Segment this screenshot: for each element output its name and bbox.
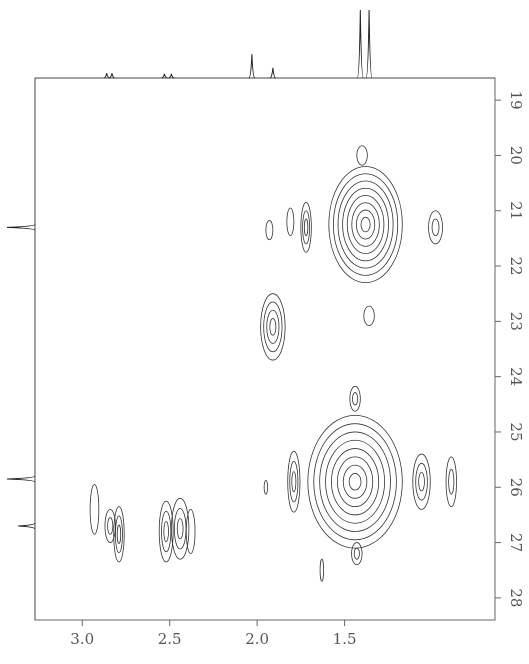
- contour-level: [185, 508, 196, 555]
- contour-level: [289, 461, 299, 503]
- contour-level: [448, 468, 455, 495]
- contour-level: [349, 385, 361, 412]
- contour-level: [161, 510, 172, 553]
- contour-level: [325, 439, 385, 524]
- contour-level: [351, 542, 363, 566]
- contour-level: [445, 456, 457, 508]
- contour-level: [363, 305, 375, 326]
- contour-level: [269, 318, 277, 336]
- contour-level: [263, 479, 269, 495]
- left-projection-peak: [6, 475, 36, 483]
- plot-frame: [34, 77, 496, 621]
- contour-level: [115, 515, 123, 554]
- contour-level: [342, 464, 368, 499]
- contour-level: [360, 216, 371, 233]
- y-tick-label: 22: [507, 256, 525, 275]
- contour-level: [336, 456, 374, 508]
- contour-level: [107, 517, 114, 535]
- contour-level: [286, 207, 295, 237]
- contour-level: [158, 500, 174, 563]
- contour-level: [173, 508, 187, 550]
- left-projection-peak: [6, 223, 36, 231]
- top-projection-peak: [168, 73, 175, 79]
- contour-level: [431, 218, 440, 237]
- contour-level: [355, 209, 376, 240]
- contour-level: [348, 473, 362, 491]
- contour-level: [352, 392, 359, 406]
- left-projection-peak: [18, 522, 36, 530]
- y-tick-label: 23: [507, 312, 525, 331]
- contour-level: [351, 202, 380, 247]
- contour-level: [319, 431, 391, 532]
- contour-level: [353, 547, 360, 560]
- y-tick-label: 26: [507, 478, 525, 497]
- contour-level: [263, 301, 283, 353]
- contour-level: [171, 497, 190, 560]
- y-tick-label: 25: [507, 422, 525, 441]
- contour-level: [302, 210, 311, 245]
- y-tick-label: 19: [507, 91, 525, 110]
- contour-level: [313, 423, 397, 541]
- contour-level: [333, 173, 399, 276]
- top-projection-peak: [269, 67, 277, 79]
- top-projection-peak: [356, 9, 364, 79]
- contour-level: [300, 202, 312, 253]
- y-tick-label: 20: [507, 146, 525, 165]
- y-tick-label: 28: [507, 588, 525, 607]
- contour-level: [319, 558, 324, 582]
- top-projection-peak: [108, 73, 116, 79]
- contour-level: [163, 520, 169, 543]
- contour-level: [328, 166, 403, 284]
- contour-level: [342, 187, 389, 262]
- y-tick-label: 21: [507, 201, 525, 220]
- contour-level: [346, 195, 385, 254]
- x-tick-label: 2.0: [245, 630, 269, 648]
- contour-level: [307, 414, 403, 549]
- contour-level: [331, 448, 380, 516]
- contour-level: [266, 309, 280, 344]
- top-projection-peak: [103, 73, 110, 79]
- contour-level: [176, 518, 184, 540]
- contour-level: [265, 220, 274, 241]
- top-projection-peak: [248, 54, 256, 79]
- contour-level: [337, 180, 394, 269]
- x-tick-label: 2.5: [158, 630, 182, 648]
- contour-level: [113, 506, 125, 563]
- contour-level: [116, 524, 122, 544]
- contour-level: [428, 210, 443, 245]
- contour-level: [287, 450, 301, 513]
- contour-level: [356, 145, 368, 166]
- x-tick-label: 3.0: [70, 630, 94, 648]
- top-projection-peak: [161, 73, 168, 79]
- top-projection-peak: [365, 9, 373, 79]
- contour-level: [89, 484, 100, 535]
- contour-level: [412, 453, 431, 510]
- y-tick-label: 24: [507, 367, 525, 386]
- y-tick-label: 27: [507, 533, 525, 552]
- contour-level: [415, 462, 428, 501]
- contour-level: [260, 293, 286, 361]
- contour-level: [291, 471, 297, 493]
- contour-level: [418, 472, 425, 492]
- x-tick-label: 1.5: [333, 630, 357, 648]
- contour-level: [303, 218, 309, 237]
